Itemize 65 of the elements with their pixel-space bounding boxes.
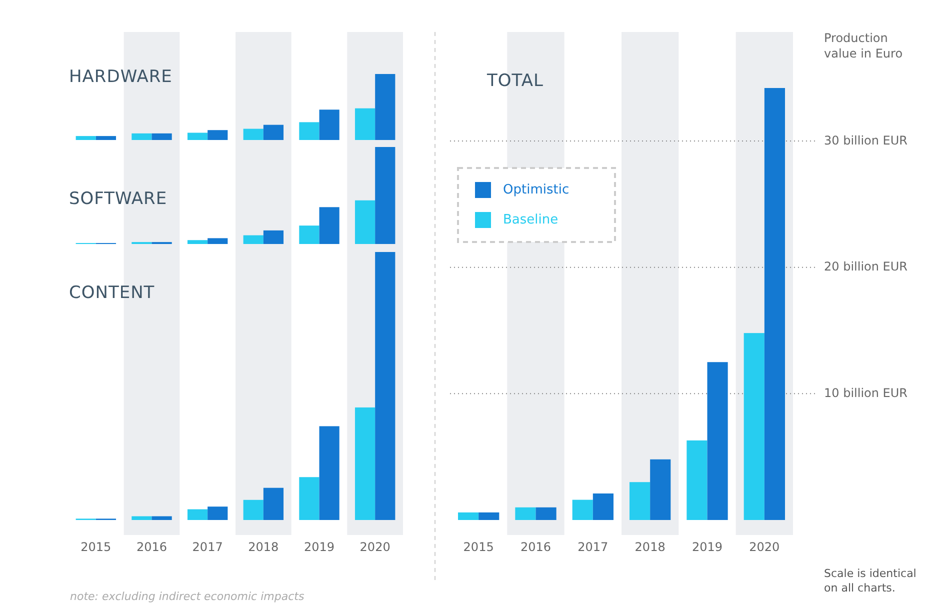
bar <box>243 128 264 140</box>
bar <box>375 74 396 140</box>
y-tick-label: 20 billion EUR <box>824 260 908 274</box>
bar <box>354 407 376 520</box>
y-tick-label: 30 billion EUR <box>824 133 908 148</box>
bar <box>132 133 152 140</box>
bar <box>187 509 208 520</box>
x-tick-label: 2020 <box>360 540 390 554</box>
legend-label: Optimistic <box>503 182 570 198</box>
x-tick-label: 2019 <box>692 540 723 554</box>
y-tick-label: 10 billion EUR <box>824 386 908 400</box>
x-tick-label: 2020 <box>749 540 780 554</box>
bar <box>299 477 320 520</box>
bar <box>96 136 116 140</box>
bar <box>354 200 376 244</box>
legend-label: Baseline <box>503 212 558 228</box>
bar <box>76 136 96 140</box>
bar <box>354 108 376 140</box>
x-tick-label: 2015 <box>80 540 112 554</box>
bar <box>650 459 671 520</box>
bar <box>263 124 284 140</box>
bar <box>375 147 396 244</box>
bar <box>630 482 650 520</box>
bar <box>152 133 172 140</box>
bar <box>458 512 479 520</box>
bar <box>152 516 172 520</box>
chart-title: HARDWARE <box>69 67 172 87</box>
bar <box>572 500 593 520</box>
bar <box>299 122 320 140</box>
x-tick-label: 2016 <box>136 540 168 554</box>
x-tick-label: 2018 <box>248 540 279 554</box>
x-tick-label: 2017 <box>192 540 223 554</box>
x-tick-label: 2019 <box>304 540 335 554</box>
bar <box>744 333 764 520</box>
bar <box>319 207 340 244</box>
bar <box>243 500 264 520</box>
bar <box>299 226 320 244</box>
bar <box>132 516 152 520</box>
x-tick-label: 2016 <box>520 540 552 554</box>
chart-title: TOTAL <box>486 71 544 91</box>
y-axis-title: Production value in Euro <box>824 31 903 61</box>
bar <box>707 362 728 520</box>
text: note: excluding indirect economic impacts <box>70 590 304 603</box>
bar <box>208 238 228 244</box>
bar <box>208 130 228 140</box>
text: CONTENT <box>69 283 155 303</box>
bar <box>686 440 708 520</box>
x-tick-label: 2015 <box>463 540 494 554</box>
bar <box>187 132 208 140</box>
bar <box>536 507 556 520</box>
bar <box>243 235 264 244</box>
text: SOFTWARE <box>69 189 168 209</box>
bar <box>187 240 208 244</box>
bar <box>208 506 228 520</box>
bar <box>263 488 284 520</box>
bar <box>319 110 340 140</box>
bar <box>263 230 284 244</box>
x-tick-label: 2018 <box>634 540 666 554</box>
x-tick-label: 2017 <box>578 540 608 554</box>
bar <box>478 512 500 520</box>
bar <box>319 426 340 520</box>
bar <box>515 507 536 520</box>
text: Scale is identical on all charts. <box>824 567 916 594</box>
bar <box>592 493 614 520</box>
bar <box>375 252 396 520</box>
